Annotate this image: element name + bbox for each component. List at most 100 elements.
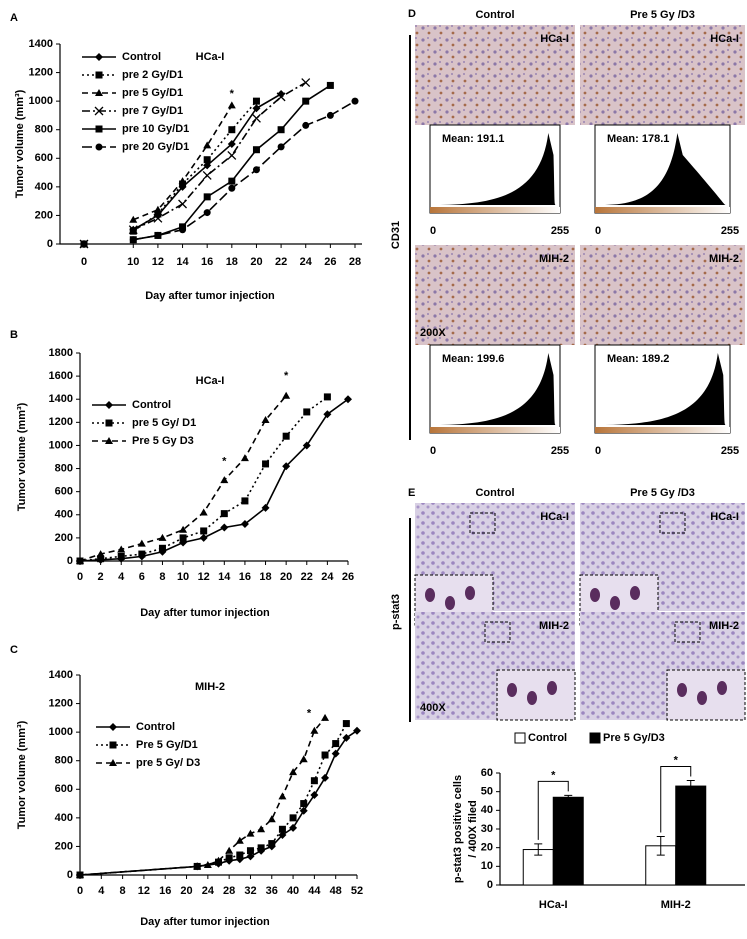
nucleus xyxy=(630,586,640,600)
marker xyxy=(220,476,229,484)
error-bar xyxy=(564,794,573,798)
marker xyxy=(246,847,254,855)
column-header: Control xyxy=(475,9,514,21)
marker xyxy=(246,852,255,861)
histogram-mean: Mean: 178.1 xyxy=(607,133,669,145)
inset-source xyxy=(469,512,496,534)
nucleus xyxy=(527,691,537,705)
marker xyxy=(310,791,319,799)
marker xyxy=(257,825,266,833)
marker xyxy=(302,97,310,105)
y-tick-label: 1200 xyxy=(49,416,73,428)
side-label: p-stat3 xyxy=(390,594,402,630)
tile-label: HCa-I xyxy=(540,511,569,523)
annotation: * xyxy=(307,707,312,719)
tile-label: MIH-2 xyxy=(539,253,569,265)
column-header: Pre 5 Gy /D3 xyxy=(630,487,695,499)
marker xyxy=(300,800,308,808)
marker xyxy=(109,723,117,731)
marker xyxy=(323,393,331,401)
series-line xyxy=(79,395,287,562)
x-tick-label: 12 xyxy=(152,256,164,268)
marker xyxy=(228,184,236,192)
micrograph xyxy=(415,245,575,345)
marker xyxy=(225,854,233,862)
marker xyxy=(342,733,351,742)
marker xyxy=(331,749,340,758)
y-tick-label: 60 xyxy=(481,767,493,779)
marker xyxy=(202,170,212,180)
marker xyxy=(252,146,260,154)
micrograph xyxy=(415,25,575,125)
marker xyxy=(323,410,332,419)
marker xyxy=(220,523,229,532)
error-bar xyxy=(656,835,665,856)
y-tick-label: 600 xyxy=(55,486,73,498)
marker xyxy=(203,156,211,164)
annotation: * xyxy=(284,370,289,382)
y-tick-label: 200 xyxy=(35,209,53,221)
x-tick-label: 8 xyxy=(120,885,126,897)
marker xyxy=(310,726,319,734)
series-line xyxy=(79,398,349,562)
y-tick-label: 600 xyxy=(35,152,53,164)
legend-label: pre 5 Gy/ D3 xyxy=(136,757,200,769)
bar xyxy=(675,785,707,886)
y-tick-label: 200 xyxy=(55,532,73,544)
marker xyxy=(214,856,223,864)
marker xyxy=(95,143,103,151)
marker xyxy=(289,823,298,832)
marker xyxy=(262,460,270,468)
x-tick-label: 2 xyxy=(98,571,104,583)
histogram xyxy=(440,133,556,205)
x-tick-label: 16 xyxy=(201,256,213,268)
chart-title: MIH-2 xyxy=(195,681,225,693)
nucleus xyxy=(610,596,620,610)
marker xyxy=(299,755,308,763)
marker xyxy=(261,503,270,512)
x-tick-label: 0 xyxy=(77,571,83,583)
marker xyxy=(105,437,113,444)
panel-label: B xyxy=(10,329,18,341)
marker xyxy=(193,862,202,870)
y-axis-label: Tumor volume (mm³) xyxy=(14,89,26,198)
marker xyxy=(117,545,126,553)
marker xyxy=(278,831,287,839)
marker xyxy=(117,552,125,560)
marker xyxy=(154,210,162,218)
series-line xyxy=(132,100,258,232)
y-tick-label: 800 xyxy=(55,462,73,474)
legend-label: Pre 5 Gy D3 xyxy=(132,435,194,447)
marker xyxy=(261,416,270,424)
side-label: CD31 xyxy=(390,221,402,249)
chart-title: HCa-I xyxy=(196,51,225,63)
marker xyxy=(321,751,329,759)
column-header: Pre 5 Gy /D3 xyxy=(630,9,695,21)
tile-label: HCa-I xyxy=(710,511,739,523)
error-bar xyxy=(534,843,543,856)
legend-label: Pre 5 Gy/D3 xyxy=(603,732,665,744)
histogram xyxy=(605,133,726,205)
x-tick-label: MIH-2 xyxy=(661,899,691,911)
nucleus xyxy=(697,691,707,705)
legend-label: pre 10 Gy/D1 xyxy=(122,123,189,135)
marker xyxy=(220,510,228,518)
x-tick-label: 28 xyxy=(349,256,361,268)
column-header: Control xyxy=(475,487,514,499)
marker xyxy=(105,419,113,427)
x-tick-label: 22 xyxy=(301,571,313,583)
x-tick-label: 14 xyxy=(176,256,189,268)
x-tick-label: 18 xyxy=(226,256,238,268)
marker xyxy=(240,454,249,462)
histogram-tick: 0 xyxy=(430,445,436,457)
gradient-bar xyxy=(430,427,560,433)
marker xyxy=(95,71,103,79)
x-tick-label: 14 xyxy=(218,571,231,583)
y-axis-label: / 400X filed xyxy=(467,800,479,857)
marker xyxy=(302,121,310,129)
marker xyxy=(200,527,208,535)
axis xyxy=(59,44,362,245)
chart-title: HCa-I xyxy=(196,375,225,387)
marker xyxy=(246,829,255,837)
y-tick-label: 400 xyxy=(55,509,73,521)
